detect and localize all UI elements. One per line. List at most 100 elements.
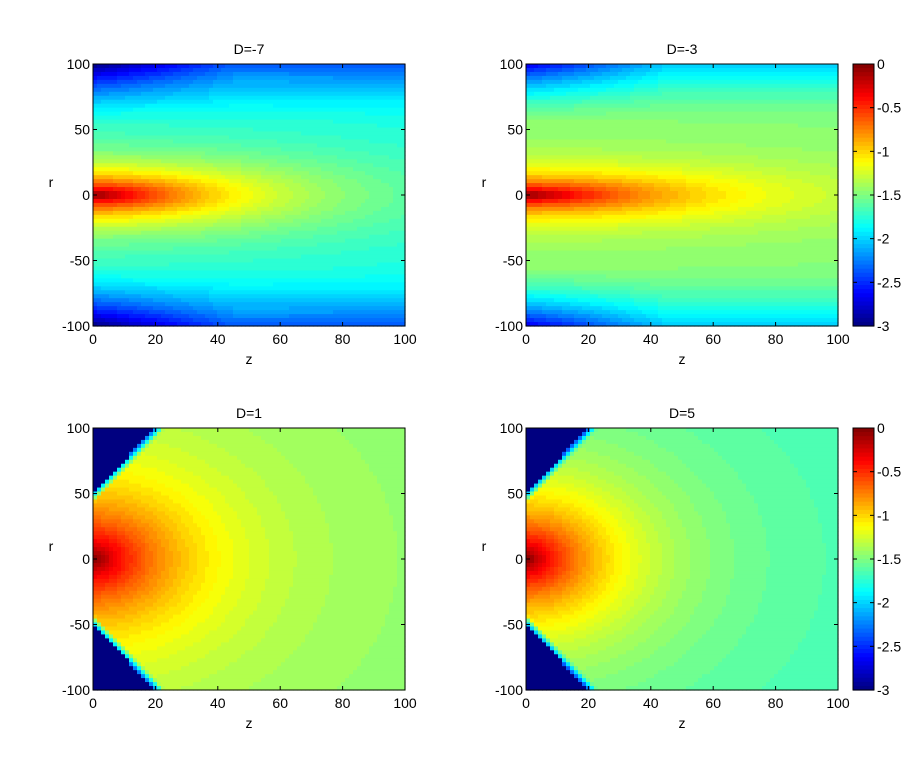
heatmap-cell	[285, 64, 290, 69]
heatmap-cell	[237, 223, 242, 228]
heatmap-cell	[133, 278, 138, 283]
heatmap-cell	[97, 286, 102, 291]
heatmap-cell	[225, 314, 230, 319]
heatmap-cell	[353, 251, 358, 256]
heatmap-cell	[369, 116, 374, 121]
heatmap-cell	[177, 155, 182, 160]
heatmap-cell	[105, 247, 110, 252]
heatmap-cell	[373, 215, 378, 220]
heatmap-cell	[185, 96, 190, 101]
heatmap-cell	[193, 175, 198, 180]
heatmap-cell	[189, 227, 194, 232]
heatmap-cell	[109, 251, 114, 256]
heatmap-cell	[109, 159, 114, 164]
heatmap-cell	[201, 318, 206, 323]
heatmap-cell	[329, 207, 334, 212]
heatmap-cell	[117, 310, 122, 315]
heatmap-cell	[157, 270, 162, 275]
heatmap-cell	[281, 159, 286, 164]
heatmap-cell	[357, 223, 362, 228]
heatmap-cell	[313, 108, 318, 113]
heatmap-cell	[237, 211, 242, 216]
heatmap-cell	[357, 247, 362, 252]
heatmap-cell	[253, 135, 258, 140]
heatmap-cell	[365, 68, 370, 73]
heatmap-cell	[121, 247, 126, 252]
heatmap-cell	[145, 163, 150, 168]
heatmap-cell	[361, 239, 366, 244]
heatmap-cell	[261, 128, 266, 133]
heatmap-cell	[177, 259, 182, 264]
heatmap-cell	[177, 199, 182, 204]
heatmap-cell	[165, 207, 170, 212]
heatmap-cell	[109, 239, 114, 244]
heatmap-cell	[137, 72, 142, 77]
heatmap-cell	[353, 159, 358, 164]
heatmap-cell	[273, 207, 278, 212]
heatmap-cell	[221, 131, 226, 136]
heatmap-cell	[353, 100, 358, 105]
heatmap-cell	[97, 147, 102, 152]
heatmap-cell	[225, 80, 230, 85]
heatmap-cell	[257, 306, 262, 311]
heatmap-cell	[145, 84, 150, 89]
heatmap-cell	[229, 116, 234, 121]
heatmap-cell	[193, 274, 198, 279]
heatmap-cell	[265, 227, 270, 232]
heatmap-cell	[317, 139, 322, 144]
heatmap-cell	[313, 290, 318, 295]
heatmap-cell	[325, 88, 330, 93]
heatmap-cell	[381, 318, 386, 323]
heatmap-cell	[381, 251, 386, 256]
heatmap-cell	[141, 266, 146, 271]
heatmap-cell	[233, 255, 238, 260]
heatmap-cell	[241, 191, 246, 196]
heatmap-cell	[281, 139, 286, 144]
heatmap-cell	[269, 108, 274, 113]
heatmap-cell	[345, 247, 350, 252]
heatmap-cell	[329, 151, 334, 156]
heatmap-cell	[373, 175, 378, 180]
heatmap-cell	[221, 104, 226, 109]
heatmap-cell	[261, 84, 266, 89]
heatmap-cell	[241, 274, 246, 279]
heatmap-cell	[361, 112, 366, 117]
heatmap-cell	[249, 175, 254, 180]
heatmap-cell	[193, 68, 198, 73]
heatmap-cell	[105, 64, 110, 69]
heatmap-cell	[93, 171, 98, 176]
heatmap-cell	[137, 183, 142, 188]
heatmap-cell	[369, 274, 374, 279]
heatmap-cell	[177, 92, 182, 97]
heatmap-cell	[237, 274, 242, 279]
heatmap-cell	[93, 282, 98, 287]
heatmap-cell	[109, 282, 114, 287]
heatmap-cell	[361, 100, 366, 105]
heatmap-cell	[333, 92, 338, 97]
heatmap-cell	[349, 203, 354, 208]
heatmap-cell	[173, 96, 178, 101]
heatmap-cell	[309, 167, 314, 172]
heatmap-cell	[221, 223, 226, 228]
heatmap-cell	[333, 171, 338, 176]
heatmap-cell	[205, 171, 210, 176]
heatmap-cell	[241, 318, 246, 323]
heatmap-cell	[333, 76, 338, 81]
heatmap-cell	[165, 100, 170, 105]
heatmap-cell	[273, 155, 278, 160]
heatmap-cell	[289, 227, 294, 232]
heatmap-cell	[325, 128, 330, 133]
heatmap-cell	[225, 259, 230, 264]
heatmap-cell	[285, 124, 290, 129]
heatmap-cell	[237, 298, 242, 303]
heatmap-cell	[157, 262, 162, 267]
heatmap-cell	[233, 64, 238, 69]
heatmap-cell	[121, 235, 126, 240]
heatmap-cell	[125, 88, 130, 93]
heatmap-cell	[225, 88, 230, 93]
heatmap-cell	[113, 128, 118, 133]
heatmap-cell	[245, 255, 250, 260]
heatmap-cell	[293, 255, 298, 260]
heatmap-cell	[165, 124, 170, 129]
heatmap-cell	[149, 159, 154, 164]
